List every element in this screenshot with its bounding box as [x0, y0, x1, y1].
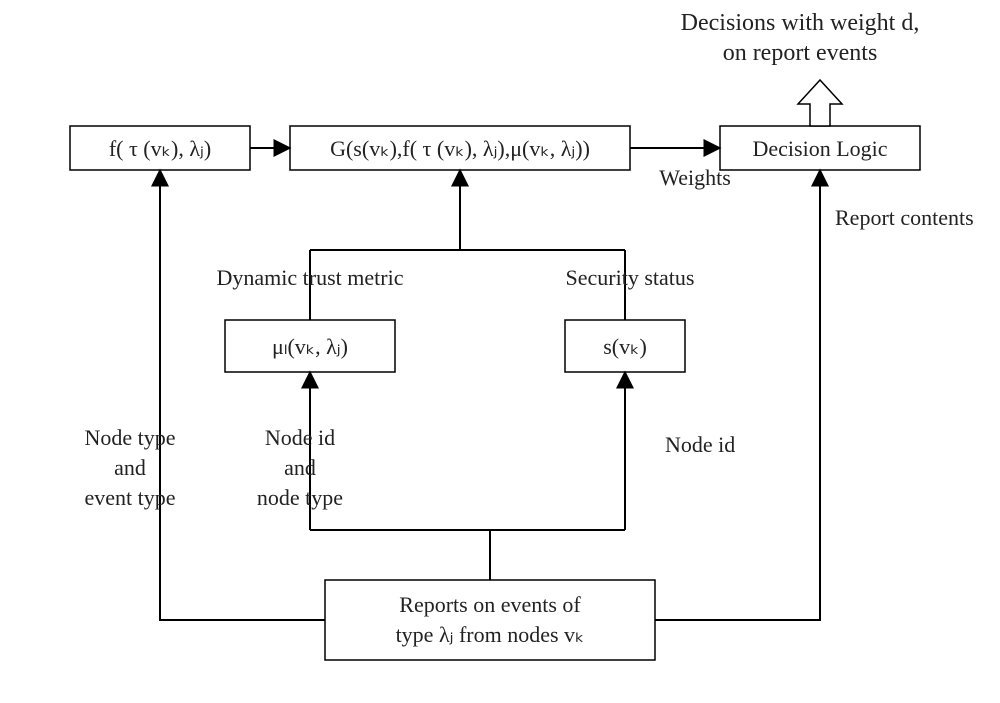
edge-reports-to-decision [655, 170, 820, 620]
f-box-label: f( τ (vₖ), λⱼ) [109, 136, 211, 161]
output-label-line2: on report events [723, 40, 878, 66]
node-id-and-line2: and [284, 455, 316, 480]
report-contents-label: Report contents [835, 205, 974, 230]
node-type-line3: event type [84, 485, 175, 510]
reports-box: Reports on events of type λⱼ from nodes … [325, 580, 655, 660]
g-box: G(s(vₖ),f( τ (vₖ), λⱼ),μ(vₖ, λⱼ)) [290, 126, 630, 170]
g-box-label: G(s(vₖ),f( τ (vₖ), λⱼ),μ(vₖ, λⱼ)) [330, 136, 590, 161]
edge-decision-to-output [798, 80, 842, 126]
edge-reports-to-f [160, 170, 325, 620]
decision-box-label: Decision Logic [752, 136, 887, 161]
node-id-and-line1: Node id [265, 425, 335, 450]
mu-box: μₗ(vₖ, λⱼ) [225, 320, 395, 372]
reports-line1: Reports on events of [399, 592, 581, 617]
node-type-line1: Node type [84, 425, 175, 450]
s-box-label: s(vₖ) [603, 334, 647, 359]
dynamic-trust-label: Dynamic trust metric [217, 265, 404, 290]
node-type-line2: and [114, 455, 146, 480]
f-box: f( τ (vₖ), λⱼ) [70, 126, 250, 170]
mu-box-label: μₗ(vₖ, λⱼ) [272, 334, 348, 359]
s-box: s(vₖ) [565, 320, 685, 372]
node-id-right-label: Node id [665, 432, 735, 457]
decision-box: Decision Logic [720, 126, 920, 170]
weights-label: Weights [659, 165, 731, 190]
edge-reports-to-mu-s [310, 372, 625, 580]
output-label-line1: Decisions with weight d, [681, 10, 920, 36]
edge-mu-s-to-g [310, 170, 625, 320]
security-status-label: Security status [566, 265, 695, 290]
node-id-and-line3: node type [257, 485, 343, 510]
reports-line2: type λⱼ from nodes vₖ [396, 622, 585, 647]
